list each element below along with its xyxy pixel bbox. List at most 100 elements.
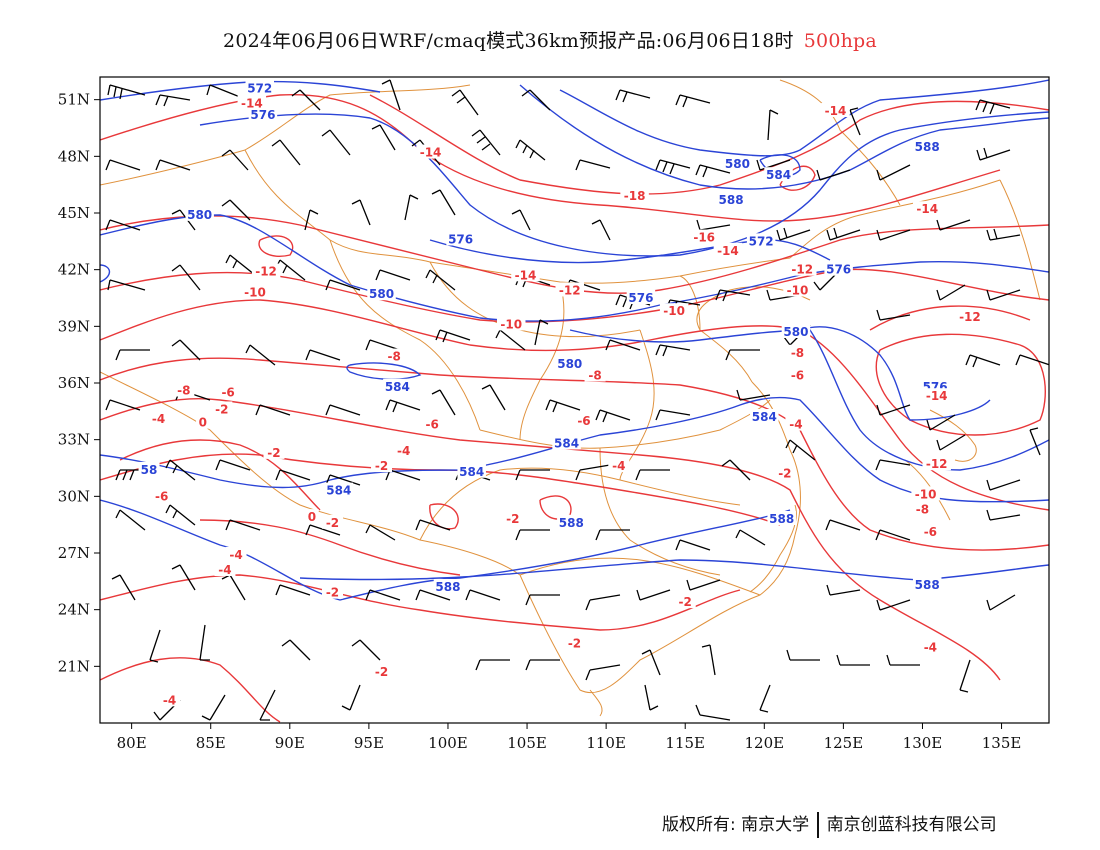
temperature-contour-label: -2: [568, 637, 581, 651]
temperature-contour-label: -12: [255, 265, 277, 279]
height-contour-label: 580: [557, 357, 582, 371]
height-contour-label: 580: [187, 208, 212, 222]
temperature-contour-label: -6: [155, 489, 168, 503]
temperature-contour-label: -4: [397, 444, 410, 458]
temperature-contour-label-bg: [785, 416, 807, 431]
lon-tick-label: 105E: [507, 734, 547, 752]
height-contour-label-bg: [824, 261, 853, 276]
height-contour-label: 576: [250, 108, 275, 122]
height-contour-label: 584: [752, 410, 777, 424]
temperature-contour-label: -2: [375, 665, 388, 679]
temperature-contour-label-bg: [159, 692, 181, 707]
height-contour-label-bg: [723, 155, 752, 170]
temperature-contour-label: -14: [515, 268, 537, 282]
temperature-contour-label: -14: [241, 96, 263, 110]
height-contour-label: 588: [559, 516, 584, 530]
temperature-contour-label: -10: [915, 487, 937, 501]
temperature-contour-label: -2: [375, 459, 388, 473]
height-contour-label: 588: [769, 512, 794, 526]
height-contour-label-bg: [750, 409, 779, 423]
height-contour-label-bg: [138, 461, 160, 476]
temperature-contour-label-bg: [788, 261, 817, 276]
lon-tick-label: 85E: [196, 734, 226, 752]
lat-tick-label: 33N: [58, 431, 90, 449]
copyright-text: 版权所有: 南京大学: [662, 815, 810, 835]
temperature-contour-label-bg: [919, 639, 941, 654]
lon-tick-label: 120E: [745, 734, 785, 752]
temperature-contour-label: -14: [926, 389, 948, 403]
temperature-contour-label: -10: [244, 285, 266, 299]
height-contour-label: 572: [247, 81, 272, 95]
height-contour-label: 580: [783, 325, 808, 339]
height-contour-label: 588: [915, 140, 940, 154]
height-contour-label-bg: [245, 80, 274, 95]
temperature-contour-label: -4: [789, 418, 802, 432]
temperature-contour-label: -6: [924, 525, 937, 539]
height-contour-label: 584: [326, 484, 351, 498]
temperature-contour-label-bg: [502, 511, 524, 525]
height-contour-label: 576: [448, 232, 473, 246]
height-contour-label-bg: [185, 206, 214, 221]
temperature-contour-label: -2: [215, 402, 228, 416]
temperature-contour-label-bg: [774, 465, 796, 480]
temperature-contour-label-bg: [911, 501, 933, 516]
temperature-contour-label-bg: [608, 458, 630, 473]
lon-tick-label: 125E: [824, 734, 864, 752]
temperature-contour-label: -2: [326, 586, 339, 600]
temperature-contour-label-bg: [240, 284, 270, 299]
temperature-contours: [100, 93, 1049, 723]
temperature-contour-label-bg: [322, 514, 344, 529]
temperature-contour-label: -4: [612, 459, 625, 473]
height-contour-label-bg: [764, 167, 793, 182]
pressure-level-label: 500hpa: [803, 30, 877, 52]
temperature-contour-label-bg: [225, 546, 247, 561]
height-contour-label-bg: [248, 106, 278, 121]
temperature-contour-label-bg: [214, 562, 236, 576]
temperature-contour-label: -12: [791, 263, 813, 277]
height-contour-label: 584: [385, 380, 410, 394]
height-contour-label: 572: [749, 234, 774, 248]
temperature-contour-label-bg: [211, 401, 233, 416]
temperature-contour-label-bg: [584, 367, 606, 382]
height-contour-label-bg: [383, 378, 412, 393]
lat-tick-label: 27N: [58, 544, 90, 562]
height-contour-labels: 5725765805765805845805765805845885885725…: [138, 80, 950, 594]
height-contour-label: 576: [628, 291, 653, 305]
temperature-contour-label-bg: [564, 635, 585, 650]
lat-tick-label: 45N: [58, 204, 90, 222]
temperature-contour-label-bg: [496, 316, 526, 331]
temperature-contour-label: -2: [679, 595, 692, 609]
lon-tick-label: 95E: [354, 734, 384, 752]
temperature-contour-label: -14: [825, 104, 847, 118]
temperature-contour-label: -6: [577, 414, 590, 428]
lat-tick-label: 39N: [58, 317, 90, 335]
height-contour-label: 588: [915, 578, 940, 592]
height-contour-label-bg: [446, 231, 475, 246]
height-contour-label-bg: [912, 577, 942, 592]
height-contour-label-bg: [557, 514, 586, 529]
longitude-axis: 80E 85E 90E 95E 100E 105E 110E 115E 120E 125E 130E…: [117, 723, 1021, 752]
temperature-contour-label: -14: [916, 202, 938, 216]
height-contour-label: 584: [766, 168, 791, 182]
lon-tick-label: 100E: [428, 734, 468, 752]
lat-tick-label: 36N: [58, 374, 90, 392]
temperature-contour-label: -2: [267, 446, 280, 460]
footer-separator: [817, 812, 819, 838]
temperature-contour-label-bg: [783, 282, 812, 297]
temperature-contour-label-bg: [659, 303, 689, 318]
temperature-contour-label: 0: [199, 416, 207, 430]
height-contour-label: 588: [435, 580, 460, 594]
temperature-contour-label: -4: [229, 548, 242, 562]
temperature-contour-label-bg: [713, 242, 743, 257]
footer-credits: 版权所有: 南京大学 南京创蓝科技有限公司: [662, 810, 997, 838]
temperature-contour-label: -16: [693, 231, 715, 245]
height-contour-label-bg: [912, 138, 942, 153]
height-contour-label-bg: [767, 511, 796, 525]
temperature-contour-label: -8: [588, 368, 601, 382]
temperature-contour-label: -2: [778, 467, 791, 481]
lon-tick-label: 130E: [903, 734, 943, 752]
height-contour-label-bg: [626, 290, 656, 304]
temperature-contour-label-bg: [371, 664, 393, 678]
temperature-contour-label-bg: [511, 267, 540, 282]
